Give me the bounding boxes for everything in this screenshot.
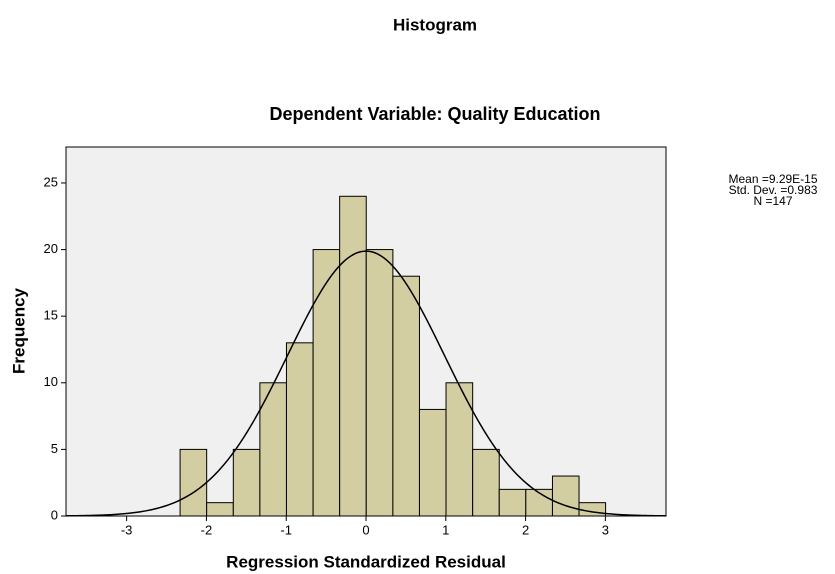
- y-tick-label: 0: [51, 507, 58, 522]
- plot-frame: [65, 146, 667, 517]
- x-tick-label: 0: [362, 522, 369, 537]
- y-axis-label: Frequency: [9, 287, 28, 374]
- x-axis-label: Regression Standardized Residual: [226, 552, 506, 571]
- y-tick-label: 25: [44, 174, 58, 189]
- bar: [285, 342, 314, 517]
- x-tick-label: -3: [121, 522, 133, 537]
- bar: [578, 502, 607, 517]
- stat-label: Std. Dev. =0.983: [729, 183, 818, 197]
- bar: [392, 275, 420, 517]
- y-tick-label: 10: [44, 374, 58, 389]
- x-tick-label: -1: [280, 522, 292, 537]
- x-tick-label: 1: [442, 522, 449, 537]
- bar: [498, 488, 527, 517]
- x-tick-label: -2: [201, 522, 213, 537]
- x-tick-label: 2: [522, 522, 529, 537]
- stat-label: N =147: [753, 194, 792, 208]
- stat-label: Mean =9.29E-15: [728, 172, 817, 186]
- x-tick-label: 3: [602, 522, 609, 537]
- y-tick-label: 20: [44, 241, 58, 256]
- bar: [179, 448, 208, 517]
- y-tick-label: 15: [44, 308, 58, 323]
- bar: [551, 475, 580, 517]
- bar: [472, 448, 500, 517]
- y-tick-label: 5: [51, 441, 58, 456]
- chart-title: Histogram: [393, 15, 477, 34]
- bar: [206, 502, 234, 517]
- bar: [232, 448, 261, 517]
- normal-curve: [65, 250, 667, 517]
- bar: [365, 249, 394, 517]
- bar: [312, 249, 341, 517]
- bar: [339, 195, 367, 517]
- bar: [418, 408, 447, 517]
- chart-subtitle: Dependent Variable: Quality Education: [269, 104, 600, 124]
